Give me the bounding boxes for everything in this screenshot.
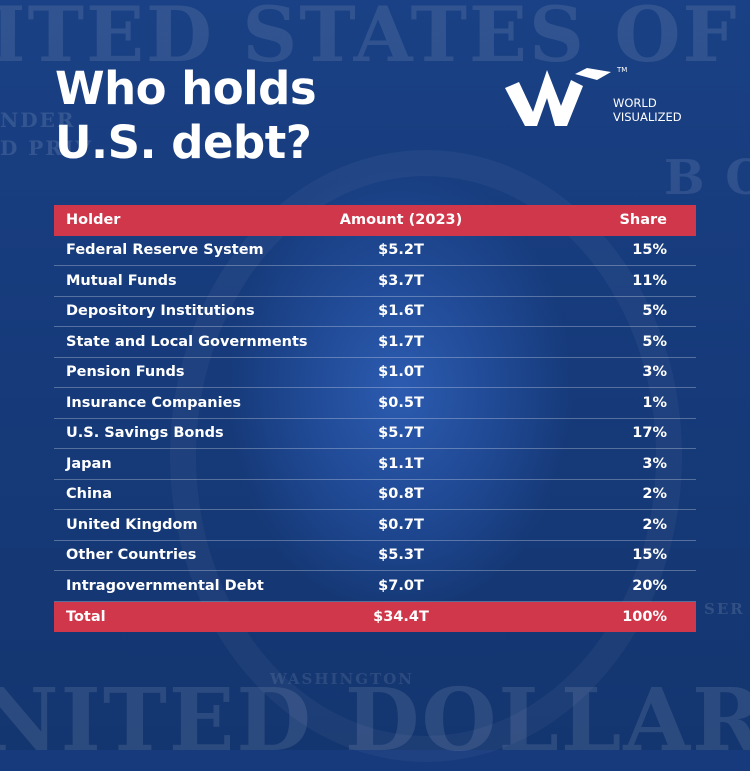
row-amount: $0.8T	[378, 486, 424, 503]
row-amount: $1.7T	[378, 333, 424, 350]
row-amount: $1.0T	[378, 364, 424, 381]
total-label: Total	[66, 608, 106, 625]
bg-text-oval: WASHINGTON	[270, 670, 415, 688]
row-amount: $0.5T	[378, 394, 424, 411]
world-visualized-logo: TM WORLD VISUALIZED	[505, 66, 705, 128]
brand-name: WORLD VISUALIZED	[613, 96, 682, 124]
wv-logo-icon	[505, 68, 611, 126]
row-holder: State and Local Governments	[66, 333, 308, 350]
table-row: Pension Funds $1.0T 3%	[54, 358, 696, 388]
table-row: Mutual Funds $3.7T 11%	[54, 266, 696, 297]
table-body: Federal Reserve System $5.2T 15% Mutual Fun…	[54, 236, 696, 602]
row-holder: Other Countries	[66, 547, 197, 564]
table-row: Japan $1.1T 3%	[54, 449, 696, 480]
bg-text-right: B O	[664, 150, 750, 206]
row-share: 11%	[632, 272, 667, 289]
trademark: TM	[617, 66, 628, 74]
row-share: 20%	[632, 577, 667, 594]
row-holder: Mutual Funds	[66, 272, 177, 289]
bg-text-right-small: SER 20	[704, 600, 750, 618]
total-share: 100%	[622, 608, 667, 625]
table-row: Depository Institutions $1.6T 5%	[54, 297, 696, 327]
title-line-1: Who holds	[55, 62, 317, 115]
row-share: 2%	[642, 486, 667, 503]
table-row: Federal Reserve System $5.2T 15%	[54, 236, 696, 266]
table-total-row: Total $34.4T 100%	[54, 601, 696, 632]
row-share: 3%	[642, 364, 667, 381]
row-share: 15%	[632, 242, 667, 259]
row-holder: Intragovernmental Debt	[66, 577, 264, 594]
row-amount: $1.6T	[378, 303, 424, 320]
row-holder: U.S. Savings Bonds	[66, 425, 224, 442]
table-row: U.S. Savings Bonds $5.7T 17%	[54, 419, 696, 449]
table-row: Insurance Companies $0.5T 1%	[54, 388, 696, 419]
row-amount: $1.1T	[378, 455, 424, 472]
row-share: 2%	[642, 516, 667, 533]
row-holder: Pension Funds	[66, 364, 185, 381]
table-row: United Kingdom $0.7T 2%	[54, 510, 696, 541]
brand-line-1: WORLD	[613, 96, 657, 110]
row-holder: Insurance Companies	[66, 394, 242, 411]
bg-text-left2: D PRIV	[0, 136, 93, 160]
row-amount: $5.3T	[378, 547, 424, 564]
header-share: Share	[619, 212, 667, 229]
row-amount: $5.2T	[378, 242, 424, 259]
title-line-2: U.S. debt?	[55, 116, 312, 169]
row-share: 5%	[642, 303, 667, 320]
row-amount: $7.0T	[378, 577, 424, 594]
debt-holders-table: Holder Amount (2023) Share Federal Reser…	[54, 205, 696, 632]
table-row: Intragovernmental Debt $7.0T 20%	[54, 571, 696, 602]
bg-text-top: ITED STATES OF A	[0, 0, 750, 79]
table-row: China $0.8T 2%	[54, 480, 696, 510]
row-holder: Depository Institutions	[66, 303, 255, 320]
total-amount: $34.4T	[373, 608, 429, 625]
row-share: 5%	[642, 333, 667, 350]
row-holder: China	[66, 486, 113, 503]
bg-text-left1: NDER	[0, 108, 76, 132]
header-amount: Amount (2023)	[339, 212, 463, 229]
page-title: Who holds U.S. debt?	[55, 62, 317, 170]
table-row: Other Countries $5.3T 15%	[54, 541, 696, 571]
row-holder: Japan	[66, 455, 112, 472]
row-share: 3%	[642, 455, 667, 472]
row-share: 17%	[632, 425, 667, 442]
row-amount: $0.7T	[378, 516, 424, 533]
row-share: 15%	[632, 547, 667, 564]
table-row: State and Local Governments $1.7T 5%	[54, 327, 696, 358]
row-share: 1%	[642, 394, 667, 411]
row-amount: $5.7T	[378, 425, 424, 442]
row-holder: United Kingdom	[66, 516, 198, 533]
brand-line-2: VISUALIZED	[613, 110, 682, 124]
table-header: Holder Amount (2023) Share	[54, 205, 696, 236]
row-amount: $3.7T	[378, 272, 424, 289]
header-holder: Holder	[66, 212, 121, 229]
row-holder: Federal Reserve System	[66, 242, 264, 259]
